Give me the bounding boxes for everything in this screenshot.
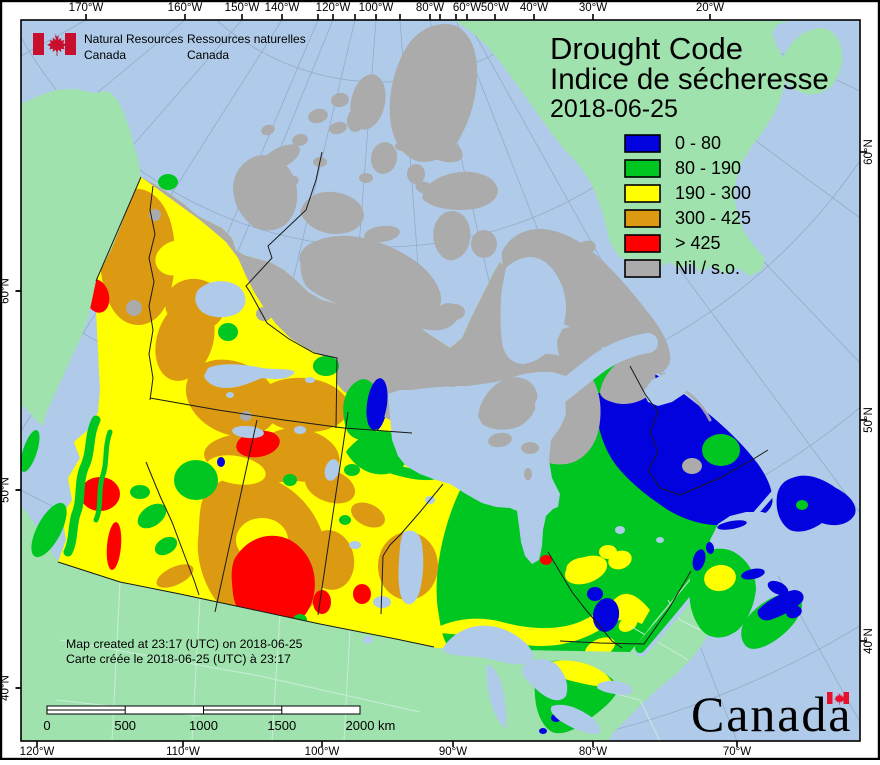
svg-text:80°W: 80°W — [579, 746, 607, 758]
svg-text:60°N: 60°N — [863, 139, 875, 165]
svg-text:140°W: 140°W — [265, 2, 300, 14]
svg-text:Drought Code: Drought Code — [550, 31, 743, 66]
svg-text:50°W: 50°W — [481, 2, 509, 14]
svg-text:Carte créée le 2018-06-25 (UTC: Carte créée le 2018-06-25 (UTC) à 23:17 — [66, 652, 291, 666]
svg-text:30°W: 30°W — [579, 2, 607, 14]
svg-text:120°W: 120°W — [316, 2, 351, 14]
svg-text:20°W: 20°W — [696, 2, 724, 14]
svg-text:60°N: 60°N — [0, 278, 12, 304]
svg-text:Natural Resources: Natural Resources — [84, 32, 183, 46]
svg-text:40°N: 40°N — [0, 675, 12, 701]
svg-text:190 - 300: 190 - 300 — [675, 183, 751, 203]
svg-text:Nil / s.o.: Nil / s.o. — [675, 258, 740, 278]
svg-text:km: km — [378, 718, 395, 733]
svg-text:Ressources naturelles: Ressources naturelles — [187, 32, 306, 46]
svg-text:160°W: 160°W — [168, 2, 203, 14]
svg-text:150°W: 150°W — [225, 2, 260, 14]
svg-text:2000: 2000 — [346, 718, 375, 733]
svg-text:1500: 1500 — [267, 718, 296, 733]
svg-text:40°N: 40°N — [863, 628, 875, 654]
svg-text:Canada: Canada — [187, 48, 229, 62]
svg-text:Canada: Canada — [84, 48, 126, 62]
svg-text:> 425: > 425 — [675, 233, 721, 253]
svg-text:500: 500 — [114, 718, 136, 733]
svg-text:110°W: 110°W — [166, 746, 200, 758]
svg-text:Indice de sécheresse: Indice de sécheresse — [550, 63, 829, 96]
svg-text:80°W: 80°W — [416, 2, 444, 14]
svg-text:70°W: 70°W — [723, 746, 751, 758]
svg-text:170°W: 170°W — [69, 2, 104, 14]
svg-text:90°W: 90°W — [439, 746, 467, 758]
svg-text:60°W: 60°W — [453, 2, 481, 14]
svg-text:300 - 425: 300 - 425 — [675, 208, 751, 228]
svg-text:100°W: 100°W — [305, 746, 340, 758]
svg-text:0 - 80: 0 - 80 — [675, 133, 721, 153]
svg-text:0: 0 — [43, 718, 50, 733]
svg-text:50°N: 50°N — [863, 407, 875, 433]
svg-text:Canada: Canada — [691, 686, 852, 742]
svg-text:50°N: 50°N — [0, 477, 12, 503]
svg-text:Map created at 23:17 (UTC) on: Map created at 23:17 (UTC) on 2018-06-25 — [66, 637, 303, 651]
svg-text:100°W: 100°W — [359, 2, 394, 14]
svg-text:40°W: 40°W — [520, 2, 548, 14]
svg-text:120°W: 120°W — [20, 746, 55, 758]
svg-text:1000: 1000 — [189, 718, 218, 733]
svg-text:2018-06-25: 2018-06-25 — [550, 95, 678, 123]
svg-text:80 - 190: 80 - 190 — [675, 158, 741, 178]
